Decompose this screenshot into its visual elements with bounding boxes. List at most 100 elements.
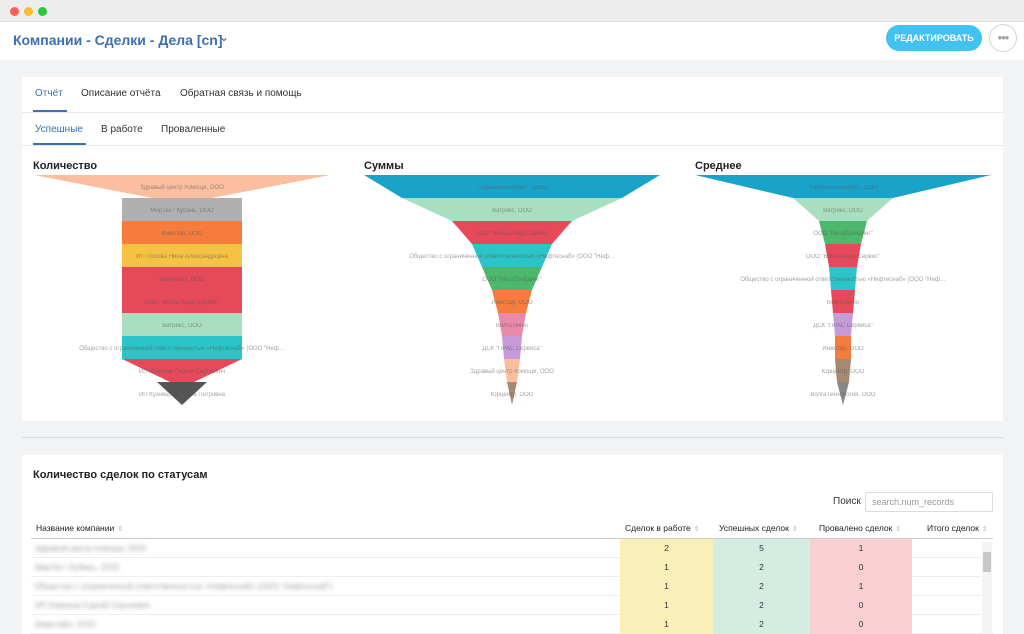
- funnel-segment[interactable]: [122, 359, 242, 382]
- funnel-segment-label: "Гарантия-Ломикс", ООО: [808, 185, 878, 191]
- funnel-segment[interactable]: [482, 267, 542, 290]
- funnel-segment[interactable]: [835, 359, 851, 382]
- funnel-segment[interactable]: [835, 336, 851, 359]
- in-work-cell: 1: [620, 596, 713, 615]
- funnel-segment[interactable]: [504, 359, 520, 382]
- tab-successful[interactable]: Успешные: [35, 124, 83, 135]
- page-title[interactable]: Компании - Сделки - Дела [cn]: [13, 32, 223, 48]
- table-row[interactable]: Общество с ограниченной ответственностью…: [31, 577, 993, 596]
- funnel-segment[interactable]: [122, 244, 242, 267]
- funnel-segment-label: ИП Кузнецова Ольга Петровна: [139, 392, 226, 398]
- funnel-segment-label: Общество с ограниченной ответственностью…: [409, 253, 615, 260]
- funnel-segment-label: ДСК "ПРАС Сервиса": [482, 346, 541, 352]
- funnel-segment-label: ООО "Волга-Андр Сервис": [475, 231, 549, 237]
- funnel-segment[interactable]: [402, 198, 622, 221]
- company-name-cell[interactable]: Общество с ограниченной ответственностью…: [35, 582, 332, 591]
- funnel-segment[interactable]: [833, 313, 853, 336]
- table-row[interactable]: Здравый центр помощи, ООО 2518: [31, 539, 993, 558]
- success-cell: 2: [713, 596, 810, 615]
- funnel-segment[interactable]: [492, 290, 532, 313]
- funnel-segment[interactable]: [793, 198, 893, 221]
- total-cell: 4: [912, 577, 992, 596]
- funnel-segment[interactable]: [364, 175, 660, 198]
- funnel-segment-label: Ватрикс, ООО: [162, 323, 202, 329]
- column-header-success[interactable]: Успешных сделок ⇕: [719, 523, 798, 533]
- funnel-segment-label: ВолгаТехно: [496, 323, 529, 329]
- funnel-segment-label: Ватрикс, ООО: [823, 208, 863, 214]
- tab-description[interactable]: Описание отчёта: [81, 88, 161, 99]
- subtab-active-underline: [33, 143, 86, 145]
- tab-in-work[interactable]: В работе: [101, 124, 143, 135]
- funnel-segment[interactable]: [122, 221, 242, 244]
- company-name-cell[interactable]: Здравый центр помощи, ООО: [35, 544, 147, 553]
- tab-feedback[interactable]: Обратная связь и помощь: [180, 88, 302, 99]
- funnel-chart-count: Здравый центр помощи, ООО МирТех / Кубань…: [34, 175, 330, 405]
- report-tabs: Отчёт Описание отчёта Обратная связь и п…: [22, 77, 1003, 113]
- funnel-segment[interactable]: [502, 336, 522, 359]
- page-header: Компании - Сделки - Дела [cn] ⌄ РЕДАКТИР…: [0, 22, 1024, 60]
- tab-report[interactable]: Отчёт: [35, 88, 63, 99]
- funnel-segment[interactable]: [831, 290, 855, 313]
- table-row[interactable]: МирТех / Кубань, ООО 1203: [31, 558, 993, 577]
- sort-icon: ⇕: [981, 526, 988, 533]
- funnel-segment-label: ВолгаТехно: [827, 300, 860, 306]
- table-header: Название компании ⇕ Сделок в работе ⇕ Успе…: [31, 517, 993, 539]
- column-header-failed[interactable]: Провалено сделок ⇕: [819, 523, 901, 533]
- sort-icon: ⇕: [117, 526, 124, 533]
- funnel-segment[interactable]: [695, 175, 991, 198]
- funnel-segment[interactable]: [507, 382, 517, 405]
- failed-cell: 0: [810, 558, 912, 577]
- funnel-segment[interactable]: [157, 382, 207, 405]
- status-tabs: Успешные В работе Проваленные: [22, 113, 1003, 146]
- minimize-window-dot[interactable]: [24, 7, 33, 16]
- maximize-window-dot[interactable]: [38, 7, 47, 16]
- funnel-segment[interactable]: [122, 336, 242, 359]
- company-name-cell[interactable]: МирТех / Кубань, ООО: [35, 563, 120, 572]
- chevron-down-icon[interactable]: ⌄: [219, 30, 230, 44]
- funnel-segment[interactable]: [452, 221, 572, 244]
- table-scrollbar[interactable]: [982, 542, 992, 634]
- company-name-cell[interactable]: Шорстайл, ООО: [35, 620, 96, 629]
- tab-failed[interactable]: Проваленные: [161, 124, 226, 135]
- in-work-cell: 2: [620, 539, 713, 558]
- funnel-segment-label: ООО "Волга-Андр Сервис": [145, 300, 219, 306]
- funnel-segment[interactable]: [122, 267, 242, 290]
- company-name-cell[interactable]: ИП Новиков Сергей Сергеевич: [35, 601, 150, 610]
- column-label: Название компании: [36, 523, 115, 533]
- edit-button[interactable]: РЕДАКТИРОВАТЬ: [886, 25, 982, 51]
- funnel-segment-label: Юрцентр, ООО: [822, 369, 865, 375]
- funnel-segment-label: Здравый центр помощи, ООО: [140, 184, 224, 191]
- failed-cell: 0: [810, 615, 912, 634]
- funnel-segment[interactable]: [837, 382, 849, 405]
- funnel-segment[interactable]: [472, 244, 552, 267]
- failed-cell: 0: [810, 596, 912, 615]
- funnel-segment-label: ВолгаТехнология, ООО: [810, 392, 876, 398]
- funnel-segment-label: Шорстайл, ООО: [159, 276, 205, 283]
- close-window-dot[interactable]: [10, 7, 19, 16]
- table-row[interactable]: ИП Новиков Сергей Сергеевич 1203: [31, 596, 993, 615]
- search-input[interactable]: search.num_records: [865, 492, 993, 512]
- column-header-company[interactable]: Название компании ⇕: [36, 523, 123, 533]
- funnel-segment[interactable]: [825, 244, 861, 267]
- scrollbar-thumb[interactable]: [983, 552, 991, 572]
- failed-cell: 1: [810, 577, 912, 596]
- funnel-segment[interactable]: [34, 175, 330, 198]
- funnel-segment[interactable]: [122, 290, 242, 313]
- funnel-segment-label: ИП Попова Нина Александровна: [136, 254, 229, 260]
- funnel-segment[interactable]: [498, 313, 526, 336]
- funnel-segment-label: ДСК "ПРАС Сервиса": [813, 323, 872, 329]
- section-divider: [22, 437, 1003, 438]
- funnel-segment[interactable]: [829, 267, 857, 290]
- more-options-button[interactable]: •••: [989, 24, 1017, 52]
- funnel-segment[interactable]: [122, 313, 242, 336]
- table-row[interactable]: Шорстайл, ООО 1203: [31, 615, 993, 634]
- funnel-segment[interactable]: [819, 221, 867, 244]
- sort-icon: ⇕: [791, 526, 798, 533]
- funnel-segment-label: "Гарантия-Ломикс", ООО: [477, 185, 547, 191]
- column-header-total[interactable]: Итого сделок ⇕: [927, 523, 988, 533]
- column-label: Итого сделок: [927, 523, 979, 533]
- column-header-in-work[interactable]: Сделок в работе ⇕: [625, 523, 700, 533]
- success-cell: 5: [713, 539, 810, 558]
- header-divider: [31, 538, 993, 539]
- funnel-segment[interactable]: [122, 198, 242, 221]
